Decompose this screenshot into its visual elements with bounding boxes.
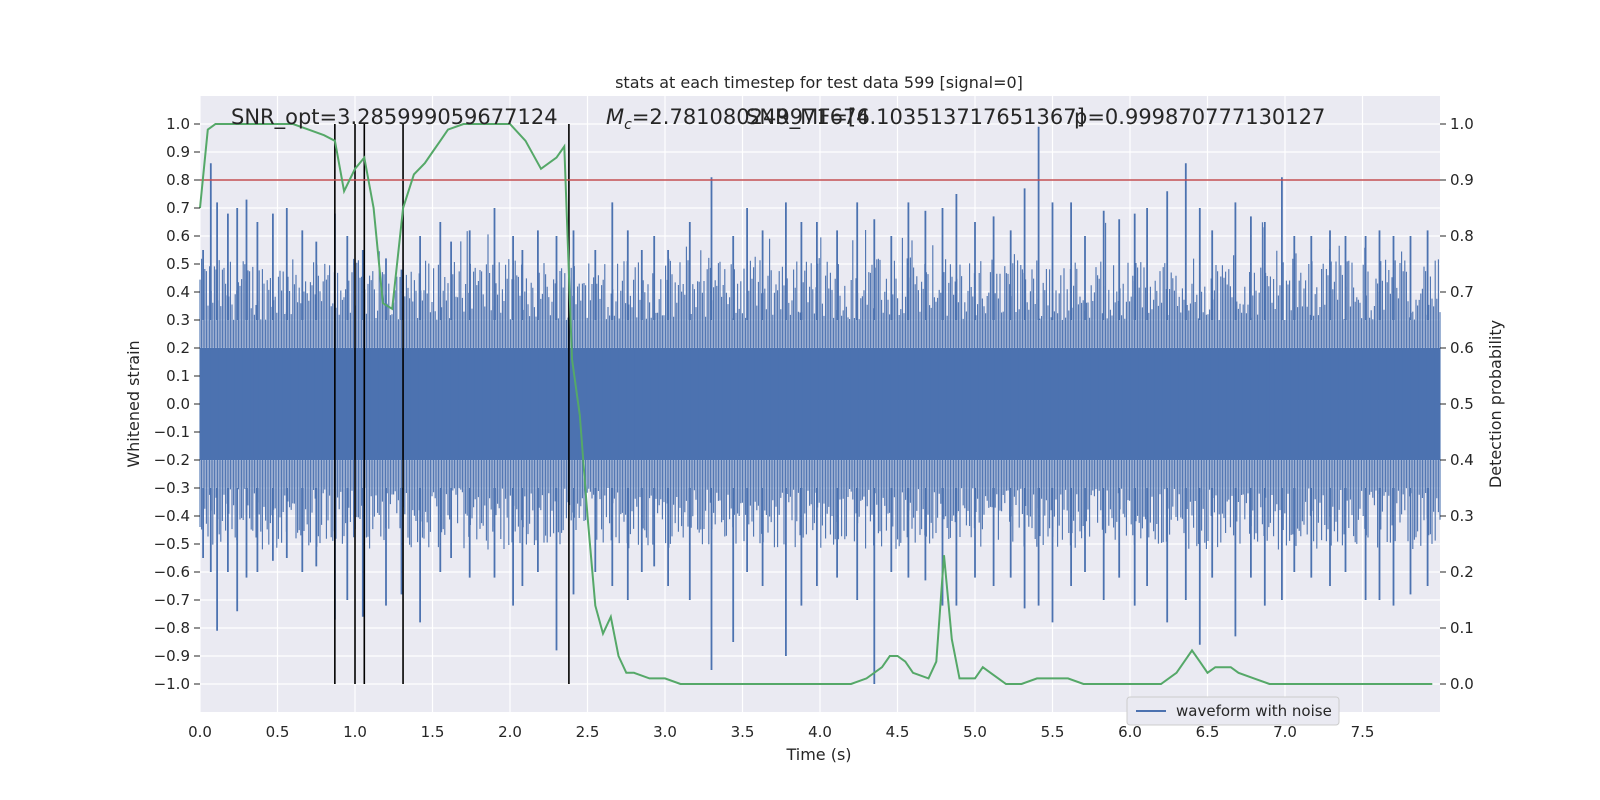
legend-box (1126, 696, 1340, 726)
probability-layer (199, 123, 1433, 685)
y-tick-label: 0.5 (166, 255, 190, 273)
x-tick-label: 4.0 (808, 723, 832, 741)
y2-tick-label: 0.9 (1450, 171, 1474, 189)
y-tick-label: −0.9 (154, 647, 190, 665)
x-tick-label: 0.5 (266, 723, 290, 741)
y2-tick-label: 0.6 (1450, 339, 1474, 357)
mc-subscript: c (624, 117, 632, 133)
x-tick-label: 4.5 (886, 723, 910, 741)
x-tick-label: 3.0 (653, 723, 677, 741)
y-tick-label: 0.0 (166, 395, 190, 413)
y-tick-label: −0.5 (154, 535, 190, 553)
mc-symbol: M (606, 105, 624, 129)
y2-tick-label: 0.5 (1450, 395, 1474, 413)
y-tick-label: 0.9 (166, 143, 190, 161)
x-tick-label: 2.0 (498, 723, 522, 741)
y-tick-label: −0.2 (154, 451, 190, 469)
waveform-noise (199, 222, 1441, 550)
x-tick-label: 7.5 (1351, 723, 1375, 741)
y-tick-label: 0.8 (166, 171, 190, 189)
x-tick-label: 6.5 (1196, 723, 1220, 741)
mc-value: =2.781080249971676 (632, 105, 870, 129)
y2-tick-label: 0.8 (1450, 227, 1474, 245)
y-tick-label: 0.7 (166, 199, 190, 217)
x-tick-label: 3.5 (731, 723, 755, 741)
x-tick-label: 2.5 (576, 723, 600, 741)
x-tick-label: 0.0 (188, 723, 212, 741)
y-tick-label: −0.1 (154, 423, 190, 441)
mc-annotation: Mc=2.781080249971676 (606, 105, 870, 133)
detection-probability-line (199, 123, 1433, 685)
legend: waveform with noise (1126, 696, 1340, 726)
y-tick-label: 1.0 (166, 115, 190, 133)
waveform-series (199, 126, 1441, 684)
y2-tick-label: 0.4 (1450, 451, 1474, 469)
p-annotation: p=0.999870777130127 (1074, 105, 1325, 129)
y2-axis-ticks: 1.0 0.9 0.8 0.7 0.6 0.5 0.4 0.3 0.2 0.1 0.0 (1440, 115, 1474, 693)
chart-title: stats at each timestep for test data 599… (615, 73, 1023, 92)
x-tick-label: 1.5 (421, 723, 445, 741)
y-tick-label: −1.0 (154, 675, 190, 693)
y2-tick-label: 0.3 (1450, 507, 1474, 525)
y2-axis-label: Detection probability (1486, 320, 1505, 488)
event-markers (334, 124, 570, 684)
y-axis-ticks: 1.0 0.9 0.8 0.7 0.6 0.5 0.4 0.3 0.2 0.1 0.0 −0.1 −0.… (154, 115, 200, 693)
y-tick-label: 0.1 (166, 367, 190, 385)
y-tick-label: 0.3 (166, 311, 190, 329)
x-tick-label: 1.0 (343, 723, 367, 741)
y2-tick-label: 0.7 (1450, 283, 1474, 301)
y-tick-label: 0.6 (166, 227, 190, 245)
y2-tick-label: 0.2 (1450, 563, 1474, 581)
x-axis-label: Time (s) (785, 745, 851, 764)
y-tick-label: −0.7 (154, 591, 190, 609)
y-tick-label: −0.8 (154, 619, 190, 637)
x-axis-ticks: 0.0 0.5 1.0 1.5 2.0 2.5 3.0 3.5 4.0 4.5 5.0 5.5 6.0 6… (188, 723, 1374, 741)
x-tick-label: 7.0 (1273, 723, 1297, 741)
y2-tick-label: 0.1 (1450, 619, 1474, 637)
y-tick-label: −0.6 (154, 563, 190, 581)
y-tick-label: −0.3 (154, 479, 190, 497)
y-tick-label: 0.2 (166, 339, 190, 357)
y2-tick-label: 0.0 (1450, 675, 1474, 693)
x-tick-label: 5.5 (1041, 723, 1065, 741)
snr-opt-annotation: SNR_opt=3.285999059677124 (231, 105, 558, 130)
snr-mf-annotation: SNR_MF=[4.103513717651367] (746, 105, 1085, 130)
x-tick-label: 6.0 (1118, 723, 1142, 741)
x-tick-label: 5.0 (963, 723, 987, 741)
y-tick-label: 0.4 (166, 283, 190, 301)
y2-tick-label: 1.0 (1450, 115, 1474, 133)
y-axis-label: Whitened strain (124, 340, 143, 467)
legend-entry-waveform: waveform with noise (1176, 702, 1332, 720)
y-tick-label: −0.4 (154, 507, 190, 525)
